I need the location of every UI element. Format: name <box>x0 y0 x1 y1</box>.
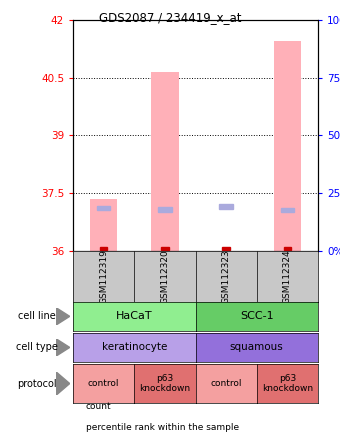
Text: GDS2087 / 234419_x_at: GDS2087 / 234419_x_at <box>99 11 241 24</box>
Text: keratinocyte: keratinocyte <box>102 342 167 353</box>
Bar <box>280 208 294 212</box>
Text: cell line: cell line <box>18 311 55 321</box>
Text: SCC-1: SCC-1 <box>240 311 273 321</box>
Bar <box>151 72 179 251</box>
Text: GSM112324: GSM112324 <box>283 249 292 304</box>
Bar <box>100 247 107 250</box>
Text: p63
knockdown: p63 knockdown <box>262 374 313 393</box>
Text: protocol: protocol <box>17 379 56 388</box>
Polygon shape <box>56 372 70 395</box>
Polygon shape <box>56 308 70 325</box>
Bar <box>274 41 301 251</box>
Text: control: control <box>88 379 119 388</box>
Text: GSM112323: GSM112323 <box>222 249 231 304</box>
Text: control: control <box>210 379 242 388</box>
Text: GSM112320: GSM112320 <box>160 249 169 304</box>
Text: p63
knockdown: p63 knockdown <box>139 374 190 393</box>
Text: count: count <box>86 402 111 411</box>
Text: squamous: squamous <box>230 342 284 353</box>
Bar <box>158 207 172 212</box>
Bar <box>222 247 230 250</box>
Text: cell type: cell type <box>16 342 57 353</box>
Bar <box>161 247 169 250</box>
Bar <box>97 206 110 210</box>
Text: percentile rank within the sample: percentile rank within the sample <box>86 423 239 432</box>
Polygon shape <box>56 339 70 356</box>
Bar <box>219 204 233 209</box>
Text: GSM112319: GSM112319 <box>99 249 108 304</box>
Text: HaCaT: HaCaT <box>116 311 153 321</box>
Bar <box>90 199 118 251</box>
Bar <box>284 247 291 250</box>
